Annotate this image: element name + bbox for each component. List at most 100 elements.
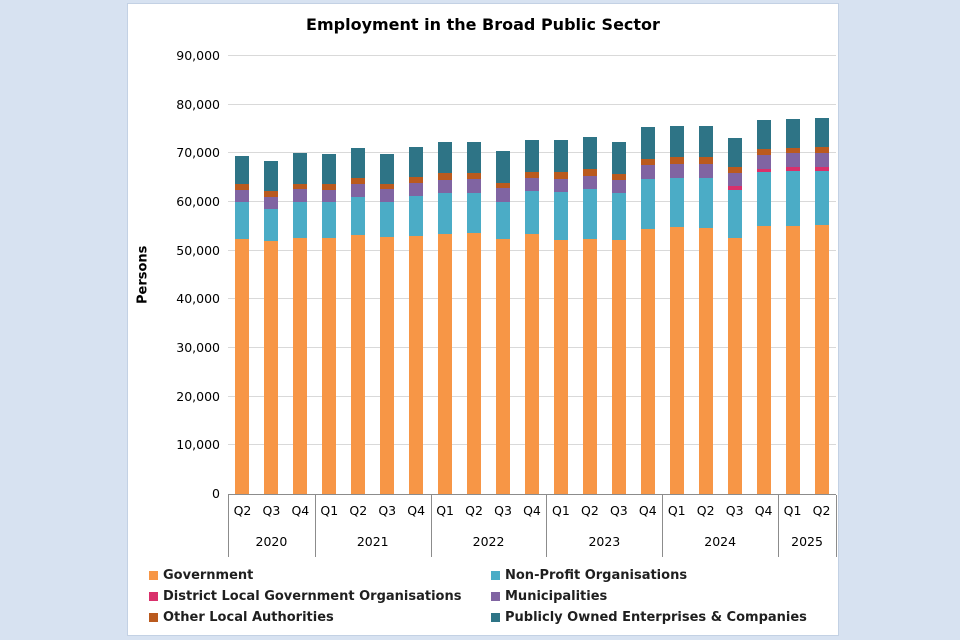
axis-group-separator <box>662 495 663 557</box>
x-tick-quarter: Q2 <box>233 503 252 518</box>
legend-item-district-local-government-organisations: District Local Government Organisations <box>149 586 491 606</box>
bar-2022-Q1 <box>438 56 453 494</box>
segment-municipalities <box>264 196 279 210</box>
bar-2022-Q4 <box>525 56 539 494</box>
x-tick-year: 2021 <box>356 534 389 549</box>
segment-publicly-owned-enterprises-companies <box>293 153 308 184</box>
x-tick-quarter: Q4 <box>754 503 773 518</box>
segment-district-local-government-organisations <box>785 167 800 171</box>
bar-2023-Q2 <box>582 56 597 494</box>
bar-2025-Q2 <box>814 56 829 494</box>
legend-swatch-publicly-owned-enterprises-companies <box>491 612 500 622</box>
segment-government <box>235 239 250 494</box>
x-tick-year: 2022 <box>472 534 505 549</box>
segment-other-local-authorities <box>756 148 771 156</box>
legend: Government Non-Profit Organisations Distri… <box>149 565 825 627</box>
bar-2023-Q1 <box>553 56 568 494</box>
segment-government <box>293 237 308 494</box>
segment-municipalities <box>235 189 250 202</box>
segment-municipalities <box>409 182 424 196</box>
segment-government <box>669 227 684 494</box>
bar-2021-Q4 <box>409 56 424 494</box>
segment-publicly-owned-enterprises-companies <box>669 125 684 158</box>
segment-non-profit-organisations <box>322 202 337 239</box>
segment-publicly-owned-enterprises-companies <box>409 146 424 177</box>
segment-publicly-owned-enterprises-companies <box>235 155 250 184</box>
segment-government <box>438 233 453 494</box>
bar-2024-Q2 <box>698 56 713 494</box>
gridline <box>228 103 836 105</box>
legend-label: Publicly Owned Enterprises & Companies <box>505 609 807 625</box>
y-tick-label: 70,000 <box>176 145 220 161</box>
segment-non-profit-organisations <box>785 170 800 226</box>
segment-municipalities <box>467 179 482 193</box>
bar-2022-Q3 <box>496 56 511 494</box>
segment-non-profit-organisations <box>438 192 453 234</box>
segment-government <box>698 228 713 494</box>
segment-non-profit-organisations <box>756 172 771 226</box>
legend-item-government: Government <box>149 565 491 585</box>
segment-non-profit-organisations <box>814 170 829 226</box>
axis-group-separator <box>315 495 316 557</box>
bar-2023-Q4 <box>640 56 655 494</box>
bar-2021-Q3 <box>380 56 395 494</box>
x-tick-quarter: Q1 <box>667 503 686 518</box>
segment-municipalities <box>496 188 511 202</box>
segment-government <box>409 236 424 494</box>
x-tick-quarter: Q2 <box>465 503 483 518</box>
y-tick-label: 80,000 <box>176 96 220 112</box>
x-tick-quarter: Q4 <box>638 503 657 518</box>
x-tick-quarter: Q3 <box>609 503 628 518</box>
segment-other-local-authorities <box>496 182 511 189</box>
bar-2021-Q1 <box>322 56 337 494</box>
segment-district-local-government-organisations <box>814 166 829 171</box>
bar-2023-Q3 <box>611 56 626 494</box>
x-tick-quarter: Q1 <box>436 503 455 518</box>
segment-government <box>380 237 395 494</box>
segment-government <box>264 240 279 494</box>
segment-other-local-authorities <box>351 177 366 184</box>
segment-other-local-authorities <box>264 190 279 197</box>
segment-non-profit-organisations <box>727 189 742 238</box>
segment-government <box>582 239 597 494</box>
x-tick-quarter: Q3 <box>725 503 744 518</box>
y-tick-label: 10,000 <box>176 437 220 453</box>
chart-container: Employment in the Broad Public Sector Pe… <box>127 3 839 636</box>
legend-swatch-municipalities <box>491 591 500 601</box>
segment-other-local-authorities <box>698 157 713 164</box>
y-tick-label: 20,000 <box>176 388 220 404</box>
segment-publicly-owned-enterprises-companies <box>351 147 366 178</box>
segment-government <box>351 235 366 494</box>
segment-publicly-owned-enterprises-companies <box>611 142 626 174</box>
segment-other-local-authorities <box>640 158 655 166</box>
axis-group-separator <box>228 495 229 557</box>
segment-government <box>727 237 742 494</box>
bar-2022-Q2 <box>467 56 482 494</box>
x-tick-quarter: Q2 <box>696 503 715 518</box>
segment-non-profit-organisations <box>669 177 684 228</box>
segment-municipalities <box>351 183 366 197</box>
segment-district-local-government-organisations <box>727 186 742 190</box>
segment-municipalities <box>640 165 655 179</box>
bar-2024-Q3 <box>727 56 742 494</box>
x-tick-year: 2024 <box>704 534 737 549</box>
segment-publicly-owned-enterprises-companies <box>814 118 829 148</box>
segment-municipalities <box>785 153 800 168</box>
legend-label: Municipalities <box>505 588 608 604</box>
y-tick-label: 30,000 <box>176 340 220 355</box>
y-tick-label: 90,000 <box>176 48 220 63</box>
bar-2020-Q3 <box>264 56 279 494</box>
x-axis: Q2 Q3 Q4 Q1 Q2 Q3 Q4 Q1 Q2 Q3 Q4 Q1 Q2 Q3 Q4 Q1 Q2 Q3 Q4 Q1… <box>228 495 837 559</box>
segment-government <box>785 225 800 494</box>
segment-other-local-authorities <box>525 171 539 179</box>
segment-municipalities <box>293 189 308 202</box>
segment-non-profit-organisations <box>640 178 655 230</box>
segment-district-local-government-organisations <box>756 169 771 173</box>
axis-group-separator <box>431 495 432 557</box>
gridline <box>228 55 836 56</box>
x-tick-quarter: Q1 <box>320 503 339 518</box>
segment-non-profit-organisations <box>264 209 279 241</box>
segment-other-local-authorities <box>669 157 684 164</box>
segment-municipalities <box>582 175 597 190</box>
segment-other-local-authorities <box>582 169 597 176</box>
